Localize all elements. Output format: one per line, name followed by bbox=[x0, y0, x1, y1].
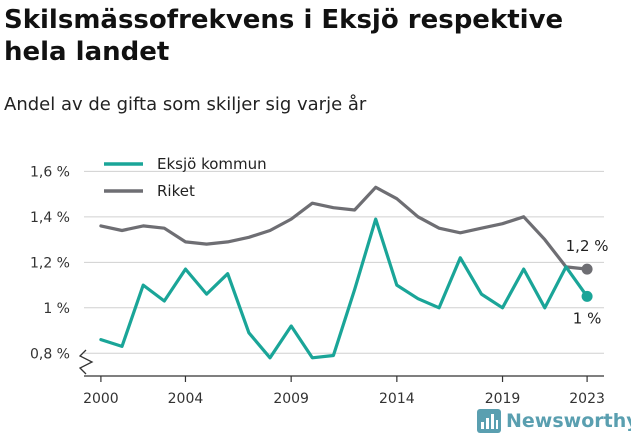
x-tick-label: 2014 bbox=[379, 391, 415, 407]
chart-subtitle: Andel av de gifta som skiljer sig varje … bbox=[4, 94, 367, 115]
chart-title: Skilsmässofrekvens i Eksjö respektive he… bbox=[4, 5, 564, 67]
y-tick-label: 1,2 % bbox=[30, 255, 70, 271]
end-point-eksjo bbox=[581, 290, 593, 302]
x-tick-label: 2009 bbox=[273, 391, 309, 407]
y-tick-label: 1 % bbox=[43, 301, 70, 317]
y-tick-label: 0,8 % bbox=[30, 346, 70, 362]
x-tick-label: 2019 bbox=[485, 391, 521, 407]
x-tick-label: 2000 bbox=[83, 391, 119, 407]
y-tick-label: 1,6 % bbox=[30, 164, 70, 180]
y-tick-label: 1,4 % bbox=[30, 210, 70, 226]
bar-chart-logo-icon bbox=[477, 409, 501, 433]
brand-name: Newsworthy bbox=[506, 410, 631, 432]
series-lines: 1,2 % 1 % bbox=[99, 185, 609, 360]
newsworthy-brand: Newsworthy bbox=[476, 408, 631, 434]
end-label-eksjo: 1 % bbox=[573, 309, 602, 327]
axes: 0,8 % 1 % 1,2 % 1,4 % 1,6 % 2000 2004 2009 2014 2… bbox=[30, 164, 605, 407]
x-tick-label: 2004 bbox=[168, 391, 204, 407]
end-label-riket: 1,2 % bbox=[566, 237, 609, 255]
series-line-eksjo bbox=[99, 217, 589, 360]
axis-break-icon bbox=[78, 349, 94, 375]
series-line-riket bbox=[99, 185, 589, 271]
grid-lines bbox=[84, 170, 604, 354]
x-tick-label: 2023 bbox=[569, 391, 605, 407]
legend-label-riket: Riket bbox=[157, 182, 195, 200]
legend: Eksjö kommun Riket bbox=[104, 155, 267, 200]
end-point-riket bbox=[581, 263, 593, 275]
legend-label-eksjo: Eksjö kommun bbox=[157, 155, 267, 173]
